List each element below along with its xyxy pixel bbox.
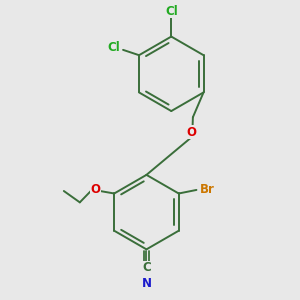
Text: O: O: [91, 183, 101, 196]
Text: O: O: [186, 126, 196, 139]
Text: Cl: Cl: [107, 41, 120, 54]
Text: Cl: Cl: [165, 4, 178, 17]
Text: Br: Br: [200, 183, 215, 196]
Text: C: C: [142, 261, 151, 274]
Text: N: N: [142, 277, 152, 290]
